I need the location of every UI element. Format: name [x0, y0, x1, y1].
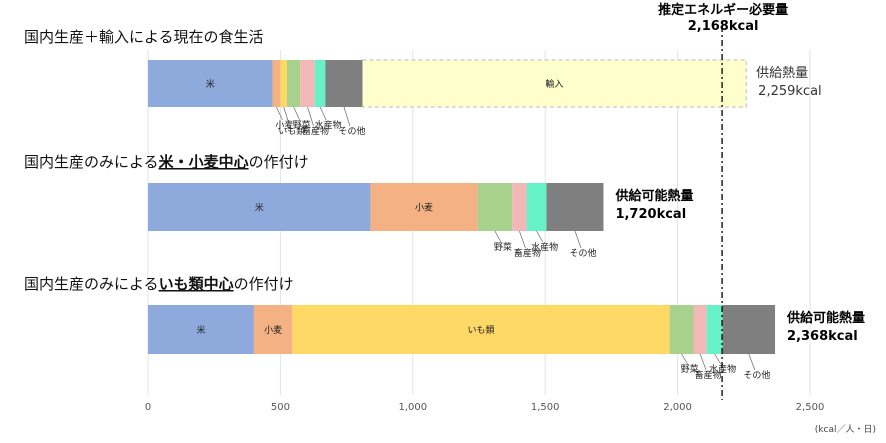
callout-label: 水産物 — [709, 363, 736, 375]
scenario-title-part: 国内生産のみによる — [24, 153, 159, 171]
callout-label: 野菜 — [681, 363, 699, 375]
callout-leader — [276, 106, 283, 121]
bar-segment-veg — [669, 305, 694, 354]
scenario-title: 国内生産のみによる米・小麦中心の作付け — [24, 153, 309, 171]
bar-segment-wheat — [253, 305, 293, 354]
scenario-title: 国内生産＋輸入による現在の食生活 — [24, 28, 264, 46]
x-tick-label: 2,500 — [796, 402, 825, 413]
callout-label: 畜産物 — [302, 125, 329, 137]
total-label: 供給可能熱量 — [614, 188, 693, 204]
callout-label: 水産物 — [315, 119, 342, 131]
segment-label: 輸入 — [545, 78, 563, 90]
bar-segment-livestock — [512, 183, 527, 231]
total-value: 2,259kcal — [758, 84, 821, 99]
segment-label: 米 — [206, 78, 215, 90]
callout-leader — [293, 106, 300, 121]
callout-leader — [494, 230, 502, 243]
scenario-title-part: の作付け — [249, 153, 309, 171]
callout-leader — [319, 106, 327, 121]
callout-label: 水産物 — [531, 241, 558, 253]
callout-leader — [519, 230, 526, 249]
bar-segment-rice — [148, 60, 273, 107]
callout-leader — [699, 353, 707, 371]
segment-label: 米 — [196, 324, 205, 336]
callout-leader — [343, 106, 351, 127]
bar-segment-wheat — [272, 60, 281, 107]
bar-segment-veg — [287, 60, 301, 107]
scenario-title-part: 米・小麦中心 — [159, 153, 249, 171]
callout-leader — [748, 353, 756, 371]
bars-layer — [148, 59, 776, 354]
bar-segment-other — [325, 60, 363, 107]
callout-label: 野菜 — [494, 241, 512, 253]
bar-segment-rice — [148, 305, 254, 354]
total-value: 2,368kcal — [787, 329, 858, 344]
bar-segment-wheat — [370, 183, 478, 231]
x-tick-label: 2,000 — [663, 402, 692, 413]
x-tick-label: 500 — [271, 402, 290, 413]
x-tick-label: 1,000 — [398, 402, 427, 413]
energy-requirement-label: 推定エネルギー必要量 — [658, 2, 788, 18]
bar-segment-potato — [280, 60, 288, 107]
bar-segment-rice — [148, 183, 371, 231]
scenario-title-part: いも類中心 — [159, 275, 234, 293]
bar-segment-potato — [292, 305, 670, 354]
x-axis-unit: (kcal／人・日) — [815, 424, 876, 435]
segment-label: いも類 — [467, 325, 494, 336]
callout-label: その他 — [743, 369, 770, 381]
total-value: 1,720kcal — [615, 207, 686, 222]
callout-label: その他 — [569, 247, 596, 259]
bar-segment-livestock — [300, 60, 315, 107]
scenario-title-part: 国内生産のみによる — [24, 275, 159, 293]
scenario-title-part: 国内生産＋輸入による現在の食生活 — [24, 28, 264, 46]
callout-leader — [681, 353, 688, 365]
callout-label: 畜産物 — [514, 247, 541, 259]
callout-label: 小麦 — [275, 119, 293, 131]
callout-leader — [574, 230, 582, 249]
bar-segment-livestock — [693, 305, 707, 354]
callout-leader — [283, 106, 291, 127]
x-tick-label: 0 — [145, 402, 151, 413]
scenario-title-part: の作付け — [234, 275, 294, 293]
callout-label: 野菜 — [293, 119, 311, 131]
segment-label: 米 — [255, 202, 264, 214]
segment-label: 小麦 — [415, 202, 433, 214]
scenario-title: 国内生産のみによるいも類中心の作付け — [24, 275, 294, 293]
callout-label: いも類 — [278, 126, 305, 137]
callout-label: その他 — [338, 125, 365, 137]
bar-segment-import — [361, 59, 747, 108]
bar-segment-other — [546, 183, 604, 231]
energy-requirement-value: 2,168kcal — [688, 19, 759, 34]
bar-segment-fish — [526, 183, 547, 231]
x-axis: 0 500 1,000 1,500 2,000 2,500 (kcal／人・日) — [145, 402, 876, 435]
callout-label: 畜産物 — [695, 369, 722, 381]
callout-leader — [714, 353, 721, 365]
bar-segment-fish — [314, 60, 326, 107]
bar-segment-other — [722, 305, 776, 354]
total-label: 供給熱量 — [756, 66, 808, 81]
bar-segment-veg — [477, 183, 513, 231]
bar-segment-fish — [706, 305, 723, 354]
segment-label: 小麦 — [264, 324, 282, 336]
x-tick-label: 1,500 — [531, 402, 560, 413]
total-label: 供給可能熱量 — [786, 310, 865, 326]
callout-leader — [536, 230, 543, 243]
callout-leader — [307, 106, 314, 127]
